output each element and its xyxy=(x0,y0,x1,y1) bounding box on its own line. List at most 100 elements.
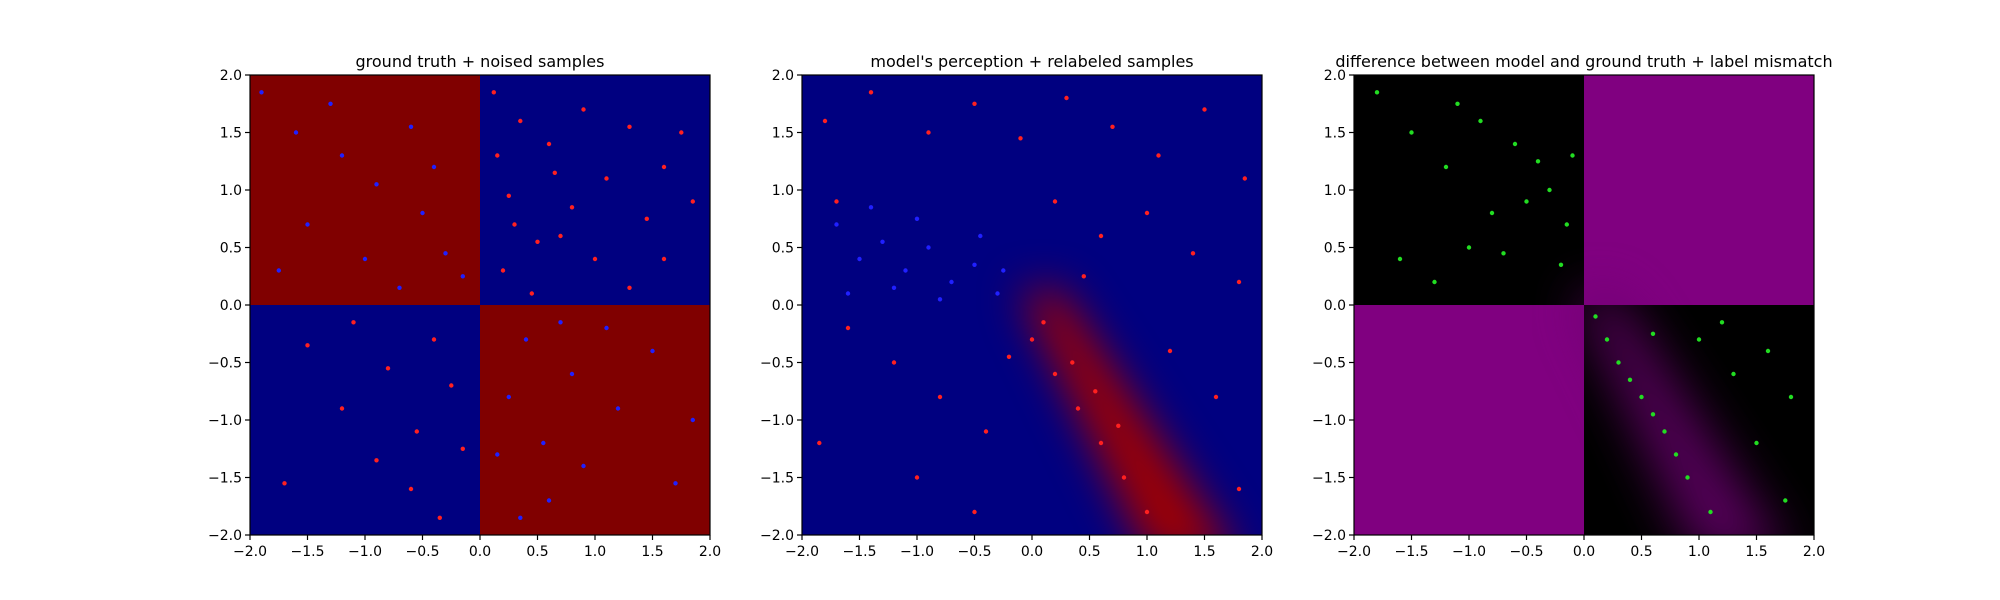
panel-1-series-0-point-8 xyxy=(1202,107,1207,112)
panel-2-series-0-point-8 xyxy=(1489,210,1495,216)
panel-2-series-0-point-28 xyxy=(1731,371,1736,377)
panel-2-ytick-label-8: 2.0 xyxy=(1324,68,1346,84)
panel-0-series-0-point-24 xyxy=(374,458,379,463)
panel-1-ytick-label-1: −1.5 xyxy=(760,471,794,487)
panel-0-series-0-point-28 xyxy=(351,320,356,325)
panel-0-xtick-label-8: 2.0 xyxy=(699,544,721,560)
panel-2-series-0-point-16 xyxy=(1455,101,1460,107)
panel-0-series-1-point-14 xyxy=(615,406,621,411)
panel-2-series-0-point-31 xyxy=(1754,440,1759,446)
panel-0-series-1-point-9 xyxy=(460,274,465,279)
panel-1-xtick-label-4: 0.0 xyxy=(1021,544,1043,560)
panel-0-series-0-point-23 xyxy=(305,343,310,348)
panel-1-series-0-point-33 xyxy=(972,509,977,515)
panel-1-series-0-point-37 xyxy=(1081,274,1087,279)
panel-2-ytick-label-1: −1.5 xyxy=(1312,471,1346,487)
panel-1-background xyxy=(802,75,1262,535)
panel-0-series-1-point-25 xyxy=(276,268,281,273)
panel-1-series-0-point-11 xyxy=(1052,199,1058,204)
panel-1-ytick-label-8: 2.0 xyxy=(772,68,794,84)
panel-2-series-0-point-21 xyxy=(1685,475,1690,480)
panel-2-ytick-label-7: 1.5 xyxy=(1324,126,1346,142)
panel-2-series-0-point-17 xyxy=(1593,314,1598,319)
panel-1-xtick-label-2: −1.0 xyxy=(900,544,934,560)
panel-1-title: model's perception + relabeled samples xyxy=(870,52,1193,71)
panel-0-series-0-point-29 xyxy=(437,515,442,520)
panel-0-series-0-point-12 xyxy=(661,256,667,262)
panel-2-ytick-label-6: 1.0 xyxy=(1324,183,1346,199)
panel-2-series-0-point-23 xyxy=(1604,337,1610,342)
panel-1-axes: −2.0 −1.5 −1.0 −0.5 0.0 0.5 1.0 1.5 2.0 −2.0 −1.5 −… xyxy=(760,68,1273,560)
panel-0-ytick-label-6: 1.0 xyxy=(220,183,242,199)
panel-1-series-1-point-12 xyxy=(978,233,983,239)
panel-2-xtick-label-3: −0.5 xyxy=(1510,544,1544,560)
panel-2-background xyxy=(1354,75,1814,535)
panel-1-series-0-point-18 xyxy=(937,394,943,400)
panel-1-series-0-point-3 xyxy=(972,101,977,107)
panel-2-series-0-point-13 xyxy=(1535,159,1541,164)
panel-0-series-1-point-19 xyxy=(546,498,552,503)
panel-0-series-1-point-8 xyxy=(397,285,402,290)
panel-1-series-0-point-5 xyxy=(1064,95,1069,101)
panel-0-series-0-point-20 xyxy=(339,406,345,411)
panel-0-series-1-point-7 xyxy=(305,222,310,227)
panel-1-series-0-point-24 xyxy=(1121,475,1127,480)
panel-0-ytick-label-5: 0.5 xyxy=(220,241,242,257)
panel-2-series-0-point-15 xyxy=(1570,153,1575,158)
panel-2-series-0-point-24 xyxy=(1627,377,1633,382)
panel-2-xtick-label-0: −2.0 xyxy=(1337,544,1371,560)
panel-1-series-1-point-5 xyxy=(949,279,954,285)
panel-2-ytick-label-4: 0.0 xyxy=(1324,298,1346,314)
panel-0-series-1-point-1 xyxy=(293,130,299,135)
panel-1-series-0-point-27 xyxy=(1070,360,1075,365)
panel-1-series-1-point-11 xyxy=(914,216,920,221)
panel-2-series-0-point-2 xyxy=(1443,164,1449,170)
panel-2-axes: −2.0 −1.5 −1.0 −0.5 0.0 0.5 1.0 1.5 2.0 −2.0 −1.5 −… xyxy=(1312,68,1825,560)
panel-1-ytick-label-2: −1.0 xyxy=(760,413,794,429)
panel-0-series-0-point-25 xyxy=(408,486,414,492)
panel-0-series-0-point-19 xyxy=(385,366,391,371)
panel-0-series-1-point-0 xyxy=(259,90,264,95)
panel-2-ytick-label-2: −1.0 xyxy=(1312,413,1346,429)
panel-0-series-0-point-13 xyxy=(500,268,506,273)
panel-2-ytick-label-0: −2.0 xyxy=(1312,528,1346,544)
panel-0-quadrant-bottom-right xyxy=(480,305,710,535)
panel-0-series-0-point-6 xyxy=(690,199,695,204)
panel-0-series-0-point-32 xyxy=(679,130,684,135)
panel-0-xtick-label-7: 1.5 xyxy=(641,544,663,560)
panel-2-xtick-label-2: −1.0 xyxy=(1452,544,1486,560)
panel-1-series-1-point-10 xyxy=(845,291,851,296)
panel-0-xtick-label-6: 1.0 xyxy=(584,544,606,560)
panel-1-series-0-point-19 xyxy=(983,429,989,434)
panel-0-series-0-point-18 xyxy=(431,337,437,342)
panel-0-series-1-point-22 xyxy=(604,325,609,331)
panel-1-series-0-point-12 xyxy=(1098,233,1104,239)
panel-1-series-0-point-22 xyxy=(1075,406,1081,411)
panel-0-series-0-point-0 xyxy=(491,90,496,95)
panel-0-points xyxy=(259,90,695,520)
panel-1-series-0-point-2 xyxy=(926,130,931,135)
panel-0-series-1-point-12 xyxy=(523,337,529,342)
panel-0-background xyxy=(250,75,710,535)
panel-0-series-1-point-11 xyxy=(408,124,414,129)
panel-2-series-0-point-18 xyxy=(1616,360,1621,365)
panel-2-series-0-point-20 xyxy=(1662,429,1667,434)
panel-1-series-0-point-30 xyxy=(1167,348,1173,354)
panel-0-xtick-label-0: −2.0 xyxy=(233,544,267,560)
panel-1-series-0-point-31 xyxy=(1213,394,1219,400)
panel-1-series-0-point-25 xyxy=(1144,509,1150,515)
panel-1-series-0-point-1 xyxy=(868,90,874,95)
panel-2-quadrant-bottom-left xyxy=(1354,305,1584,535)
panel-1-series-0-point-34 xyxy=(817,440,822,446)
panel-1-series-1-point-6 xyxy=(972,262,977,267)
panel-0-series-0-point-11 xyxy=(627,285,632,290)
panel-1-series-0-point-15 xyxy=(1236,279,1242,285)
panel-1-series-1-point-2 xyxy=(880,239,885,244)
panel-1-series-0-point-26 xyxy=(1041,320,1046,325)
panel-2-quadrant-top-right xyxy=(1584,75,1814,305)
panel-2-xtick-label-7: 1.5 xyxy=(1745,544,1767,560)
panel-1-series-0-point-17 xyxy=(891,360,897,365)
panel-1-series-1-point-14 xyxy=(868,205,874,210)
panel-1-xtick-label-3: −0.5 xyxy=(958,544,992,560)
panel-1-series-0-point-13 xyxy=(1144,210,1150,216)
